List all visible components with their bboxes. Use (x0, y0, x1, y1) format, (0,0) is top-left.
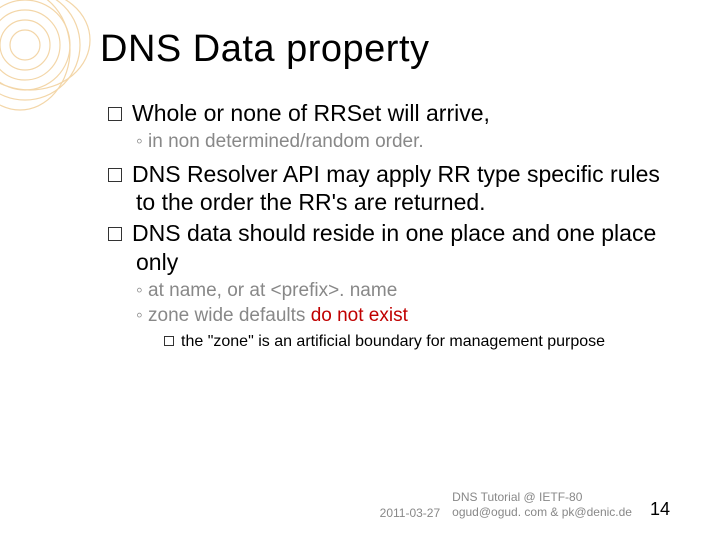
bullet-text: DNS data should reside in one place and … (132, 220, 656, 275)
page-number: 14 (650, 499, 670, 520)
square-bullet-icon (108, 168, 122, 182)
footer-line1: DNS Tutorial @ IETF-80 (452, 490, 632, 505)
subsubbullet-text: the "zone" is an artificial boundary for… (181, 333, 605, 350)
bullet-whole-rrset: Whole or none of RRSet will arrive, (108, 99, 670, 128)
bullet-text: Whole or none of RRSet will arrive, (132, 100, 490, 126)
bullet-resolver-api: DNS Resolver API may apply RR type speci… (108, 160, 670, 218)
slide-body: Whole or none of RRSet will arrive, in n… (100, 99, 670, 352)
bullet-text: DNS Resolver API may apply RR type speci… (132, 161, 660, 216)
subbullet-zone-defaults: zone wide defaults do not exist (136, 304, 670, 328)
subbullet-at-name: at name, or at <prefix>. name (136, 279, 670, 303)
subbullet-red-text: do not exist (311, 305, 408, 326)
footer-date: 2011-03-27 (380, 506, 441, 520)
slide: DNS Data property Whole or none of RRSet… (0, 0, 720, 540)
subsubbullet-zone-artificial: the "zone" is an artificial boundary for… (164, 332, 670, 352)
subbullet-text: at name, or at <prefix>. name (148, 280, 397, 301)
slide-title: DNS Data property (100, 28, 670, 71)
subbullet-text: in non determined/random order. (148, 131, 424, 152)
slide-footer: 2011-03-27 DNS Tutorial @ IETF-80 ogud@o… (100, 490, 670, 520)
subbullet-random-order: in non determined/random order. (136, 130, 670, 154)
footer-line2: ogud@ogud. com & pk@denic.de (452, 505, 632, 520)
square-bullet-icon (164, 336, 174, 346)
footer-credits: DNS Tutorial @ IETF-80 ogud@ogud. com & … (452, 490, 632, 520)
bullet-one-place: DNS data should reside in one place and … (108, 219, 670, 277)
square-bullet-icon (108, 107, 122, 121)
square-bullet-icon (108, 227, 122, 241)
subbullet-text: zone wide defaults (148, 305, 311, 326)
